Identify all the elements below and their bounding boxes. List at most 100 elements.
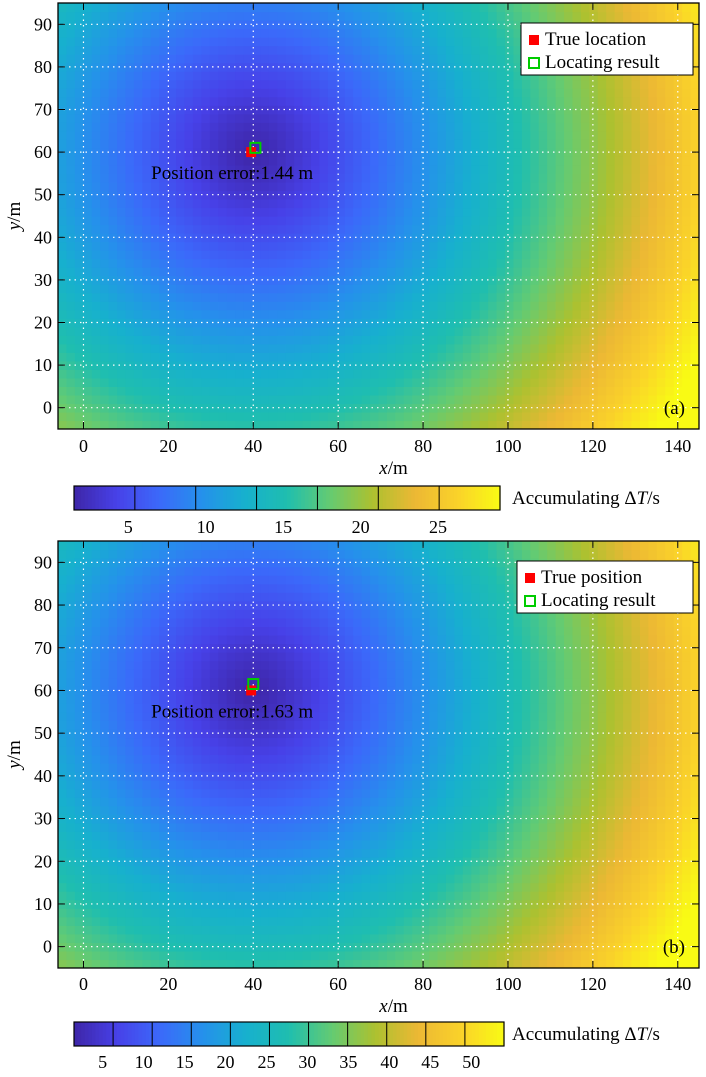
heatmap-cell — [184, 113, 194, 123]
heatmap-cell — [192, 343, 202, 353]
heatmap-cell — [125, 763, 135, 773]
heatmap-cell — [336, 284, 346, 294]
heatmap-cell — [395, 45, 405, 55]
heatmap-cell — [302, 207, 312, 217]
heatmap-cell — [209, 292, 219, 302]
heatmap-cell — [302, 386, 312, 396]
heatmap-cell — [74, 216, 84, 226]
heatmap-cell — [690, 207, 699, 217]
heatmap-cell — [74, 377, 84, 387]
heatmap-cell — [606, 377, 616, 387]
heatmap-cell — [201, 96, 211, 106]
heatmap-cell — [91, 181, 101, 192]
heatmap-cell — [555, 326, 565, 336]
heatmap-cell — [277, 352, 287, 362]
heatmap-cell — [167, 394, 177, 405]
heatmap-cell — [192, 617, 202, 627]
heatmap-cell — [471, 369, 481, 379]
heatmap-cell — [311, 335, 321, 345]
heatmap-cell — [192, 831, 202, 841]
heatmap-cell — [547, 275, 557, 285]
heatmap-cell — [167, 754, 177, 764]
heatmap-cell — [201, 566, 211, 576]
heatmap-cell — [100, 130, 110, 140]
heatmap-cell — [108, 122, 118, 132]
heatmap-cell — [192, 190, 202, 200]
heatmap-cell — [201, 882, 211, 892]
heatmap-cell — [395, 284, 405, 294]
heatmap-cell — [319, 394, 329, 405]
heatmap-cell — [631, 164, 641, 174]
colorbar-segment — [297, 486, 302, 510]
heatmap-cell — [176, 207, 186, 217]
heatmap-cell — [83, 720, 93, 730]
heatmap-cell — [656, 403, 666, 413]
colorbar-segment — [233, 486, 238, 510]
heatmap-cell — [108, 343, 118, 353]
heatmap-cell — [386, 250, 396, 260]
heatmap-cell — [412, 258, 422, 268]
heatmap-cell — [445, 369, 455, 379]
heatmap-cell — [201, 865, 211, 875]
heatmap-cell — [117, 360, 127, 370]
heatmap-cell — [311, 28, 321, 38]
heatmap-cell — [589, 207, 599, 217]
heatmap-cell — [167, 122, 177, 132]
heatmap-cell — [412, 250, 422, 260]
heatmap-cell — [370, 420, 380, 429]
heatmap-cell — [142, 11, 152, 21]
heatmap-cell — [445, 386, 455, 396]
heatmap-cell — [302, 267, 312, 277]
heatmap-cell — [192, 788, 202, 798]
heatmap-cell — [639, 224, 649, 234]
heatmap-cell — [209, 745, 219, 756]
heatmap-cell — [302, 394, 312, 405]
heatmap-cell — [327, 156, 337, 166]
heatmap-cell — [108, 173, 118, 183]
heatmap-cell — [471, 309, 481, 319]
heatmap-cell — [176, 164, 186, 174]
heatmap-cell — [344, 105, 354, 115]
heatmap-cell — [445, 139, 455, 149]
heatmap-cell — [319, 403, 329, 413]
heatmap-cell — [192, 62, 202, 72]
heatmap-cell — [665, 207, 675, 217]
heatmap-cell — [192, 224, 202, 234]
colorbar-segment — [88, 486, 93, 510]
heatmap-cell — [572, 147, 582, 157]
heatmap-cell — [268, 54, 278, 64]
heatmap-cell — [538, 377, 548, 387]
heatmap-cell — [479, 411, 489, 422]
heatmap-cell — [243, 198, 253, 209]
heatmap-cell — [167, 933, 177, 943]
heatmap-cell — [597, 79, 607, 89]
heatmap-cell — [496, 45, 506, 55]
heatmap-cell — [167, 822, 177, 832]
heatmap-cell — [429, 156, 439, 166]
heatmap-cell — [209, 71, 219, 81]
heatmap-cell — [580, 377, 590, 387]
heatmap-cell — [74, 737, 84, 747]
heatmap-cell — [167, 814, 177, 824]
heatmap-cell — [597, 147, 607, 157]
heatmap-cell — [648, 113, 658, 123]
heatmap-cell — [167, 677, 177, 687]
heatmap-cell — [91, 54, 101, 64]
heatmap-cell — [176, 198, 186, 209]
heatmap-cell — [344, 88, 354, 98]
heatmap-cell — [623, 233, 633, 243]
heatmap-cell — [564, 173, 574, 183]
heatmap-cell — [117, 566, 127, 576]
heatmap-cell — [547, 71, 557, 81]
heatmap-cell — [488, 173, 498, 183]
heatmap-cell — [555, 292, 565, 302]
heatmap-cell — [513, 45, 523, 55]
heatmap-cell — [100, 88, 110, 98]
heatmap-cell — [631, 11, 641, 21]
heatmap-cell — [555, 216, 565, 226]
heatmap-cell — [117, 575, 127, 585]
heatmap-cell — [429, 3, 439, 13]
heatmap-cell — [150, 549, 160, 559]
heatmap-cell — [277, 11, 287, 21]
heatmap-cell — [639, 275, 649, 285]
